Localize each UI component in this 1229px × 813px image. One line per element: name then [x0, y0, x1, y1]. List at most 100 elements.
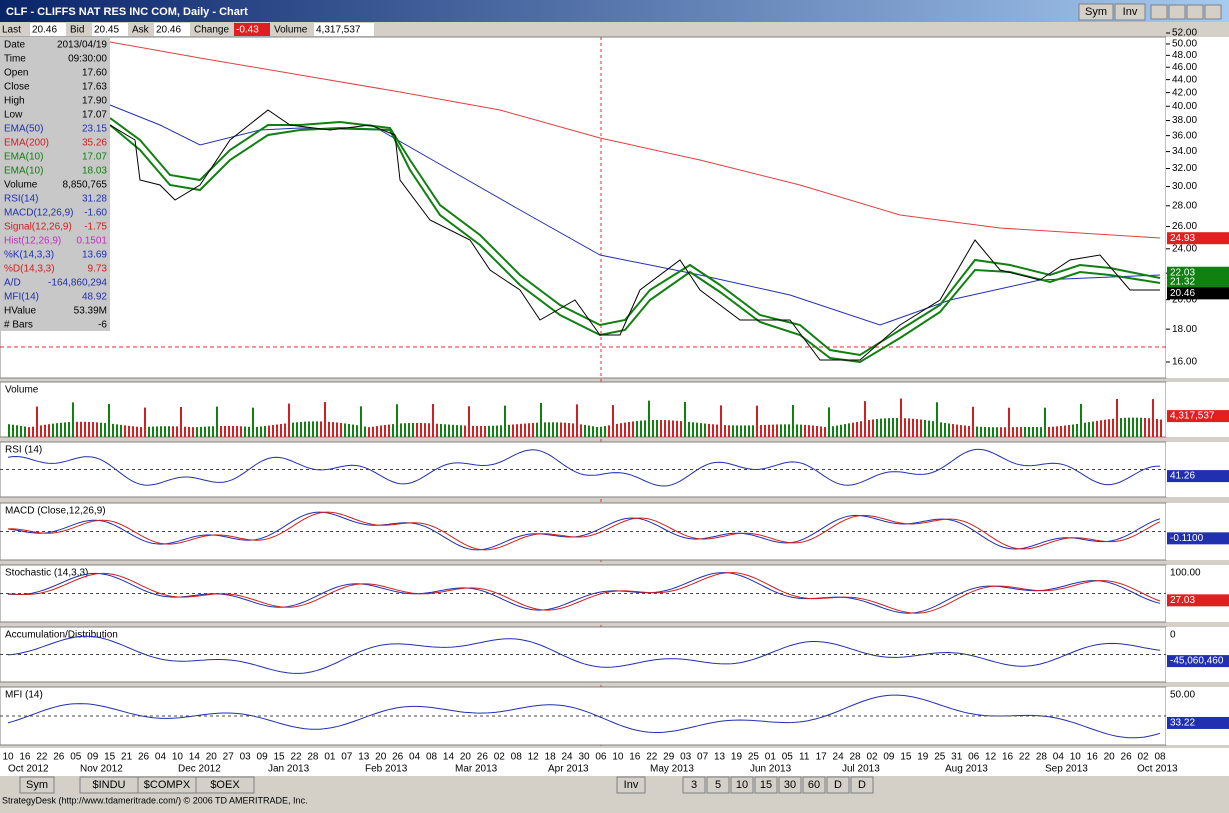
interval-tab[interactable]: [802, 776, 826, 794]
volume-bar: [36, 406, 38, 437]
volume-bar: [1132, 417, 1134, 437]
data-box-label: A/D: [4, 278, 21, 289]
interval-tab[interactable]: [682, 776, 706, 794]
month-label: Oct 2012: [8, 764, 49, 775]
volume-bar: [416, 422, 418, 437]
indicator-tag: [1167, 470, 1229, 483]
interval-tab-label[interactable]: 3: [691, 779, 697, 791]
volume-bar: [812, 425, 814, 437]
month-label: Sep 2013: [1045, 764, 1088, 775]
volume-bar: [576, 404, 578, 437]
volume-bar: [440, 424, 442, 437]
volume-bar: [684, 401, 686, 437]
volume-bar: [896, 417, 898, 437]
price-tick-label: 20.00: [1172, 294, 1197, 305]
price-line: [109, 109, 1160, 361]
data-box-label: RSI(14): [4, 194, 38, 205]
day-label: 17: [816, 752, 828, 763]
volume-bar: [832, 426, 834, 437]
interval-tab[interactable]: [826, 776, 850, 794]
close-button[interactable]: [1204, 4, 1222, 20]
help-button[interactable]: [1150, 4, 1168, 20]
price-tick-label: 30.00: [1172, 181, 1197, 192]
indicator-tag-label: -0.1100: [1170, 533, 1204, 544]
interval-tab[interactable]: [616, 776, 646, 794]
volume-bar: [296, 422, 298, 437]
inv-button[interactable]: [1114, 3, 1146, 21]
volume-bar: [64, 422, 66, 437]
interval-tab[interactable]: [778, 776, 802, 794]
symbol-tab[interactable]: [195, 776, 255, 794]
data-box-value: 2013/04/19: [57, 40, 107, 51]
symbol-tab[interactable]: [19, 776, 55, 794]
volume-bar: [564, 422, 566, 437]
interval-tab-label[interactable]: 60: [808, 779, 820, 791]
interval-tab-label[interactable]: 30: [784, 779, 796, 791]
volume-bar: [488, 425, 490, 437]
indicator-tag: [1167, 716, 1229, 729]
day-label: 22: [36, 752, 48, 763]
indicator-pane: [0, 381, 1167, 438]
interval-tab-label[interactable]: 10: [736, 779, 748, 791]
price-tick-label: 44.00: [1172, 74, 1197, 85]
sym-button-label[interactable]: Sym: [1085, 6, 1107, 18]
volume-bar: [1148, 418, 1150, 437]
price-axis-bg: [1166, 37, 1229, 378]
interval-tab-label[interactable]: D: [858, 779, 866, 791]
volume-bar: [724, 425, 726, 437]
symbol-tab-label[interactable]: Sym: [26, 779, 48, 791]
volume-bar: [888, 418, 890, 437]
volume-bar: [260, 426, 262, 437]
volume-bar: [76, 421, 78, 437]
volume-bar: [996, 427, 998, 437]
indicator-tag-label: 33.22: [1170, 718, 1195, 729]
interval-tab[interactable]: [850, 776, 874, 794]
volume-bar: [1124, 417, 1126, 437]
sym-button[interactable]: [1078, 3, 1114, 21]
minimize-button[interactable]: [1168, 4, 1186, 20]
symbol-tab-label[interactable]: $OEX: [210, 779, 240, 791]
interval-tab[interactable]: [730, 776, 754, 794]
interval-tab-label[interactable]: 5: [715, 779, 721, 791]
symbol-tab-label[interactable]: $INDU: [92, 779, 125, 791]
data-box-label: EMA(50): [4, 124, 43, 135]
symbol-tab-label[interactable]: $COMPX: [144, 779, 191, 791]
volume-bar: [872, 419, 874, 437]
inv-button-label[interactable]: Inv: [1123, 6, 1138, 18]
day-label: 10: [172, 752, 184, 763]
price-tag-label: 20.46: [1170, 288, 1195, 299]
data-box-label: EMA(10): [4, 166, 43, 177]
volume-bar: [192, 427, 194, 437]
volume-bar: [980, 426, 982, 437]
status-text: StrategyDesk (http://www.tdameritrade.co…: [2, 795, 308, 805]
quote-label: Change: [194, 25, 229, 36]
day-label: 25: [748, 752, 760, 763]
volume-bar: [1000, 427, 1002, 437]
volume-bar: [40, 425, 42, 437]
interval-tab-label[interactable]: D: [834, 779, 842, 791]
day-label: 04: [1053, 752, 1065, 763]
quote-value: 20.46: [32, 25, 57, 36]
indicator-axis-bg: [1166, 382, 1229, 437]
day-label: 20: [206, 752, 218, 763]
interval-tab[interactable]: [706, 776, 730, 794]
volume-bar: [256, 426, 258, 437]
indicator-title: RSI (14): [5, 445, 42, 456]
volume-bar: [856, 421, 858, 437]
interval-tab[interactable]: [754, 776, 778, 794]
volume-bar: [936, 402, 938, 437]
price-tick-label: 48.00: [1172, 50, 1197, 61]
volume-bar: [132, 426, 134, 437]
volume-bar: [908, 418, 910, 437]
indicator-axis-bg: [1166, 627, 1229, 682]
volume-bar: [56, 423, 58, 437]
maximize-button[interactable]: [1186, 4, 1204, 20]
day-label: 08: [511, 752, 523, 763]
interval-tab-label[interactable]: Inv: [624, 779, 639, 791]
volume-bar: [600, 426, 602, 437]
day-label: 30: [578, 752, 590, 763]
interval-tab-label[interactable]: 15: [760, 779, 772, 791]
data-box-value: 17.60: [82, 68, 107, 79]
volume-bar: [1060, 425, 1062, 437]
quote-value-box: [30, 23, 66, 36]
